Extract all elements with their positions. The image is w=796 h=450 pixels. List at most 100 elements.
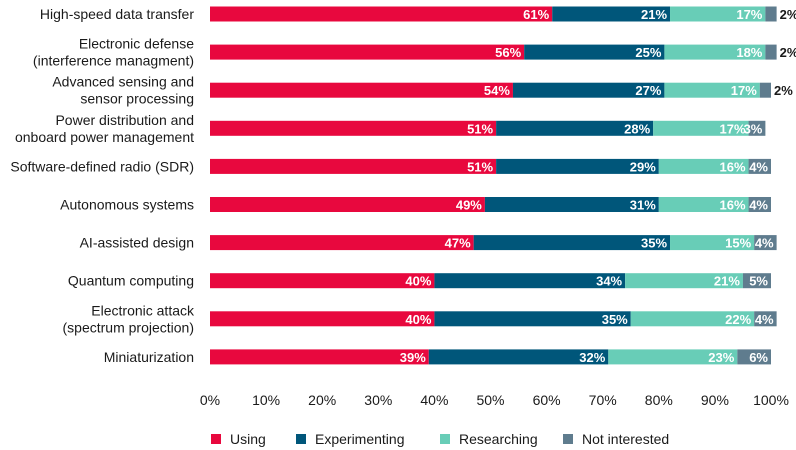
data-label: 40% [405,274,431,289]
bar-segment [737,349,771,365]
category-label: Advanced sensing and sensor processing [52,74,194,107]
data-label: 17% [731,83,757,98]
bar-segment [658,197,749,212]
category-label: Quantum computing [68,273,194,289]
category-labels: High-speed data transfer Electronic defen… [10,6,195,365]
bar-segment [210,273,435,289]
category-label: Electronic defense (interference managmen… [33,36,194,69]
data-label: 2% [780,45,796,60]
data-label: 51% [467,159,493,174]
bar-segment [484,197,659,212]
category-label: Autonomous systems [60,197,194,213]
data-label: 18% [736,45,762,60]
legend: Using Experimenting Researching Not interes… [211,431,669,447]
legend-swatch [563,434,573,444]
bar-segment [512,82,665,98]
x-tick-label: 70% [589,392,617,408]
legend-label: Using [230,431,266,447]
x-tick-label: 40% [420,392,448,408]
bar-segment [210,197,485,212]
data-label: 34% [596,274,622,289]
data-label: 25% [635,45,661,60]
legend-label: Not interested [582,431,669,447]
x-axis-ticks: 0% 10% 20% 30% 40% 50% 60% 70% 80% 90% 100% [200,392,789,408]
data-label: 2% [780,7,796,22]
data-label: 15% [725,236,751,251]
data-label: 49% [456,198,482,213]
bar-segment [210,311,435,327]
data-label: 40% [405,312,431,327]
bar-segment [210,44,525,60]
bar-segment [754,311,777,327]
data-label: 61% [523,7,549,22]
bar-segment [210,6,553,22]
x-tick-label: 0% [200,392,220,408]
bar-segment [748,197,771,212]
x-tick-label: 80% [645,392,673,408]
data-label: 2% [774,83,793,98]
data-label: 31% [630,198,656,213]
category-label: High-speed data transfer [40,6,194,22]
bar-segment [653,120,749,136]
data-label: 5% [749,274,768,289]
category-label: AI-assisted design [80,235,194,251]
data-label: 16% [720,159,746,174]
bar-segment [664,82,760,98]
bar-segment [210,158,497,174]
bar-segment [524,44,665,60]
bar-segment [210,235,474,251]
bar-segment [748,158,771,174]
bar-segment [434,273,626,289]
bar-segment [748,120,766,136]
bar-segment [428,349,609,365]
bar-segment [552,6,671,22]
bar-segment [496,120,654,136]
data-label: 54% [484,83,510,98]
data-label: 17% [736,7,762,22]
bar-segment [210,349,429,365]
category-label: Power distribution and onboard power mana… [15,112,194,145]
bar-segment [754,235,777,251]
bar-segment [765,6,777,22]
data-label: 6% [749,350,768,365]
bar-segment [630,311,755,327]
bar-segment [742,273,771,289]
x-tick-label: 50% [476,392,504,408]
bar-segment [670,235,755,251]
data-label: 27% [635,83,661,98]
bar-segment [608,349,738,365]
data-label: 21% [714,274,740,289]
legend-swatch [296,434,306,444]
data-label: 32% [579,350,605,365]
legend-swatch [211,434,221,444]
bar-segment [496,158,659,174]
data-label: 21% [641,7,667,22]
data-label: 3% [744,121,763,136]
legend-label: Researching [459,431,538,447]
data-label: 4% [749,159,768,174]
x-tick-label: 30% [364,392,392,408]
data-label: 39% [400,350,426,365]
bars-group: 61% 21% 17% 2% 56% 25% 18% 2% 54% 27% 17% 2% 51% 28% 1… [210,6,796,365]
bar-segment [473,235,671,251]
bar-segment [210,120,497,136]
bar-segment [625,273,743,289]
legend-swatch [440,434,450,444]
bar-segment [670,6,766,22]
category-label: Software-defined radio (SDR) [10,158,194,174]
data-label: 51% [467,121,493,136]
data-label: 47% [445,236,471,251]
data-label: 35% [641,236,667,251]
bar-segment [759,82,771,98]
data-label: 22% [725,312,751,327]
data-label: 16% [720,198,746,213]
x-tick-label: 10% [252,392,280,408]
data-label: 4% [755,312,774,327]
data-label: 23% [708,350,734,365]
category-label: Electronic attack (spectrum projection) [63,302,195,335]
data-label: 4% [749,198,768,213]
bar-segment [664,44,766,60]
bar-segment [210,82,513,98]
x-tick-label: 60% [533,392,561,408]
